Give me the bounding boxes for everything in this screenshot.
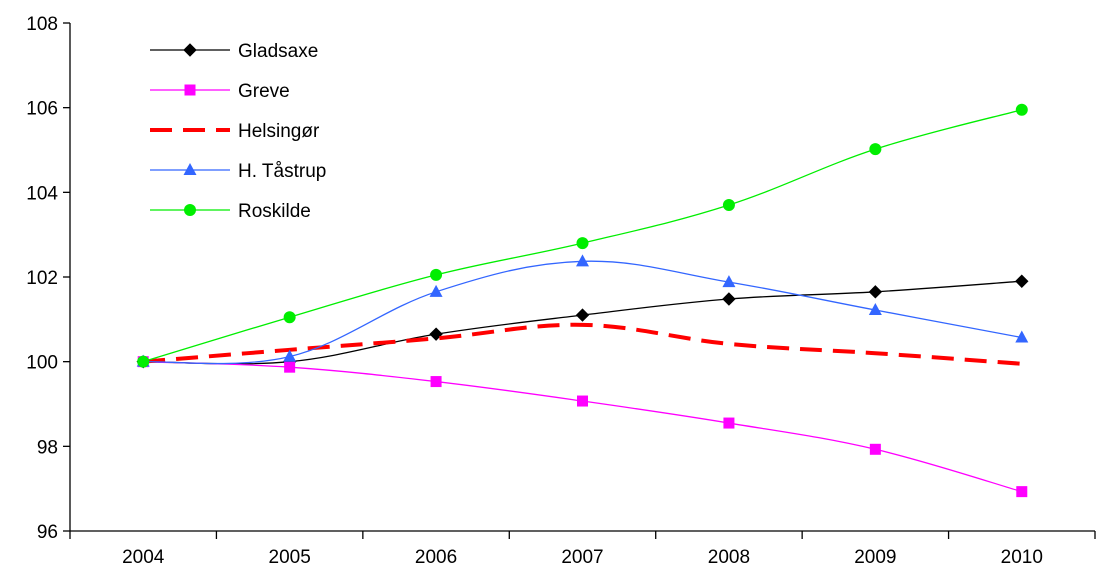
data-point-h-t-strup [576, 254, 589, 267]
legend-item-greve: Greve [150, 81, 290, 102]
series-greve [137, 356, 1028, 498]
data-point-greve [577, 395, 588, 407]
series-line-helsing-r [143, 322, 1022, 366]
y-tick-label: 106 [26, 99, 58, 120]
data-point-greve [869, 443, 881, 455]
data-point-gladsaxe [868, 285, 883, 299]
legend: Gladsaxe Greve Helsingør H. Tåstrup Roskilde [150, 41, 326, 222]
legend-marker [183, 163, 197, 175]
series-gladsaxe [136, 274, 1029, 369]
data-point-h-t-strup [722, 275, 736, 288]
legend-marker [184, 204, 196, 216]
legend-label: Helsingør [238, 121, 320, 142]
legend-item-roskilde: Roskilde [150, 201, 311, 222]
data-point-roskilde [430, 268, 443, 281]
legend-label: Greve [238, 81, 290, 102]
y-tick-label: 102 [26, 268, 58, 289]
data-point-gladsaxe [429, 327, 443, 341]
data-point-roskilde [1015, 103, 1028, 116]
data-point-h-t-strup [1015, 330, 1029, 343]
series-helsing-r [143, 322, 1022, 366]
y-tick-label: 96 [37, 522, 58, 543]
series-roskilde [137, 103, 1028, 368]
x-tick-label: 2010 [1001, 547, 1043, 568]
data-point-roskilde [869, 143, 882, 156]
data-point-h-t-strup [283, 349, 297, 362]
x-tick-label: 2009 [854, 547, 896, 568]
data-point-h-t-strup [868, 303, 882, 316]
y-tick-label: 100 [26, 353, 58, 374]
x-tick-label: 2007 [561, 547, 603, 568]
data-point-roskilde [576, 237, 589, 250]
data-point-greve [284, 361, 296, 373]
data-point-roskilde [722, 199, 735, 212]
x-tick-label: 2005 [269, 547, 311, 568]
x-tick-label: 2008 [708, 547, 750, 568]
x-tick-label: 2004 [122, 547, 165, 568]
y-tick-label: 108 [26, 14, 58, 35]
legend-item-gladsaxe: Gladsaxe [150, 41, 318, 62]
data-point-greve [430, 376, 442, 388]
legend-marker [183, 43, 197, 57]
x-tick-label: 2006 [415, 547, 457, 568]
data-point-greve [1016, 486, 1028, 498]
legend-item-h-t-strup: H. Tåstrup [150, 161, 326, 182]
data-point-gladsaxe [722, 292, 736, 306]
series-layer [136, 103, 1029, 498]
legend-marker [184, 84, 196, 96]
y-tick-label: 98 [37, 437, 58, 458]
legend-label: Gladsaxe [238, 41, 318, 62]
data-point-gladsaxe [575, 308, 590, 322]
data-point-gladsaxe [1015, 274, 1029, 288]
data-point-roskilde [283, 311, 296, 324]
series-h-t-strup [136, 254, 1029, 367]
data-point-h-t-strup [429, 284, 443, 297]
legend-item-helsing-r: Helsingør [150, 121, 320, 142]
legend-label: Roskilde [238, 201, 311, 222]
series-line-greve [143, 361, 1022, 493]
data-point-greve [723, 417, 735, 429]
axes: 96 98 100 102 104 106 108 2004 2005 2006 2007 2008 2… [26, 14, 1096, 568]
data-point-roskilde [137, 355, 150, 368]
y-tick-label: 104 [26, 183, 58, 204]
legend-label: H. Tåstrup [238, 161, 326, 182]
